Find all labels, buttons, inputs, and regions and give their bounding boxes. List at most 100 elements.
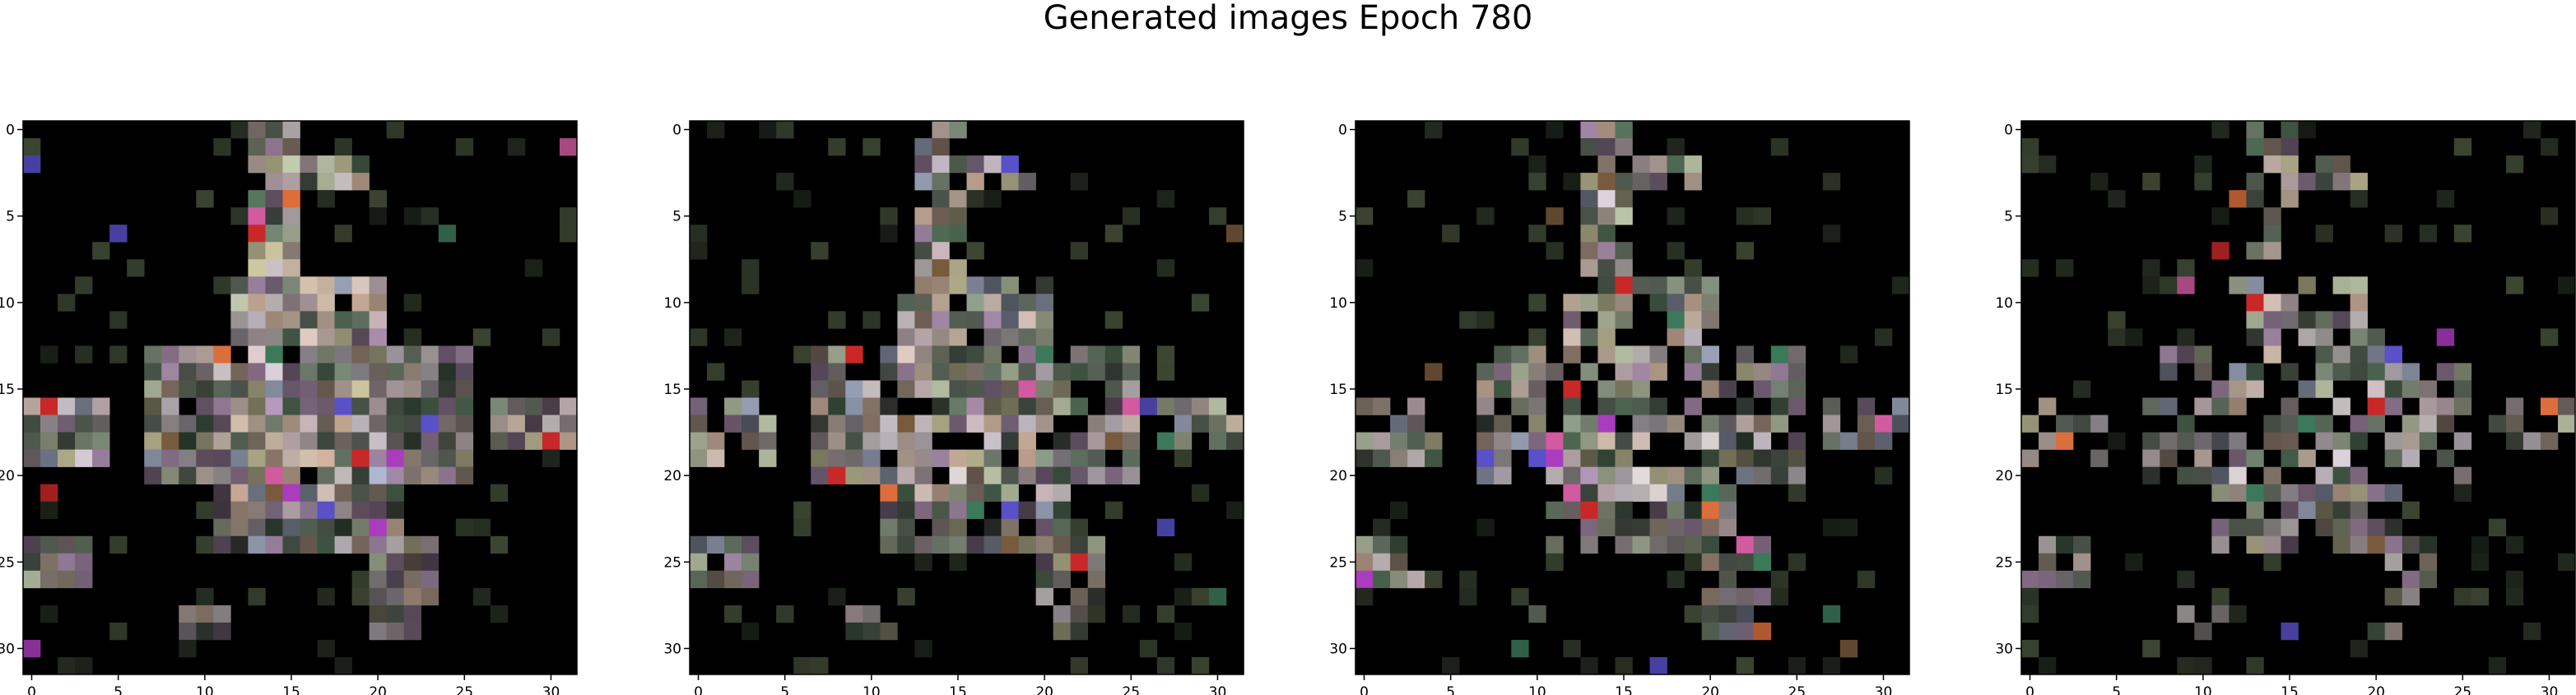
pixel (2315, 363, 2333, 381)
pixel (1667, 242, 1685, 260)
pixel (179, 432, 197, 450)
pixel (983, 432, 1002, 450)
pixel (690, 553, 708, 572)
pixel (949, 155, 967, 174)
pixel (1087, 466, 1106, 484)
pixel (1718, 605, 1737, 623)
pixel (2350, 518, 2368, 537)
pixel (2350, 363, 2368, 381)
pixel (690, 535, 708, 554)
pixel (2402, 415, 2420, 433)
pixel (472, 518, 491, 537)
pixel (317, 155, 335, 174)
pixel (1597, 484, 1616, 502)
x-tick-label: 20 (2367, 684, 2385, 695)
pixel (2298, 311, 2316, 329)
pixel (983, 397, 1002, 415)
pixel (75, 656, 93, 675)
pixel (2073, 380, 2091, 398)
y-tick-label: 5 (672, 209, 681, 225)
pixel (949, 363, 967, 381)
pixel (1580, 138, 1598, 156)
pixel (109, 622, 128, 641)
pixel (1104, 380, 1123, 398)
pixel (2384, 535, 2402, 554)
pixel (776, 121, 794, 139)
pixel (2177, 276, 2195, 294)
pixel (932, 363, 950, 381)
pixel (2160, 449, 2178, 467)
pixel (742, 397, 760, 415)
pixel (1580, 190, 1598, 208)
pixel (2557, 553, 2576, 572)
pixel (1615, 363, 1633, 381)
pixel (1018, 397, 1036, 415)
pixel (1649, 397, 1667, 415)
y-tick-label: 0 (1338, 123, 1347, 139)
pixel (213, 363, 231, 381)
pixel (1753, 207, 1772, 225)
pixel (2384, 587, 2402, 606)
pixel (1649, 484, 1667, 502)
pixel (1225, 415, 1244, 433)
pixel (1753, 553, 1772, 572)
pixel (2194, 397, 2212, 415)
pixel (300, 345, 318, 364)
pixel (386, 501, 404, 520)
pixel (1494, 466, 1512, 484)
pixel (914, 363, 932, 381)
pixel (2246, 449, 2264, 467)
pixel (490, 397, 509, 415)
pixel (966, 501, 984, 520)
pixel (2160, 397, 2178, 415)
pixel (351, 380, 370, 398)
pixel (248, 311, 266, 329)
pixel (1018, 432, 1036, 450)
pixel (1753, 466, 1772, 484)
pixel (863, 380, 881, 398)
pixel (2246, 121, 2264, 139)
pixel (2315, 225, 2333, 243)
pixel (230, 535, 249, 554)
pixel (828, 363, 846, 381)
pixel (1018, 449, 1036, 467)
pixel (248, 155, 266, 174)
pixel (386, 121, 404, 139)
pixel (2073, 415, 2091, 433)
pixel (1615, 121, 1633, 139)
pixel (369, 535, 387, 554)
pixel (403, 570, 422, 589)
pixel (1053, 535, 1071, 554)
pixel (2263, 553, 2281, 572)
pixel (1684, 173, 1702, 191)
pixel (2177, 259, 2195, 277)
pixel (1701, 622, 1719, 641)
pixel (23, 155, 41, 174)
pixel (334, 466, 352, 484)
pixel (2039, 155, 2057, 174)
pixel (1070, 363, 1089, 381)
pixel (421, 535, 439, 554)
pixel (351, 518, 370, 537)
pixel (2419, 570, 2438, 589)
pixel (1001, 397, 1019, 415)
pixel (2056, 570, 2074, 589)
pixel (230, 121, 249, 139)
pixel (914, 294, 932, 312)
pixel (1770, 380, 1789, 398)
pixel (1718, 449, 1737, 467)
pixel (230, 432, 249, 450)
pixel (2367, 622, 2385, 641)
pixel (1546, 363, 1564, 381)
pixel (300, 501, 318, 520)
pixel (2298, 328, 2316, 346)
pixel (1563, 397, 1581, 415)
pixel (707, 535, 725, 554)
pixel (949, 311, 967, 329)
pixel (1355, 587, 1374, 606)
pixel (1684, 259, 1702, 277)
pixel (369, 311, 387, 329)
pixel (742, 553, 760, 572)
pixel (828, 397, 846, 415)
